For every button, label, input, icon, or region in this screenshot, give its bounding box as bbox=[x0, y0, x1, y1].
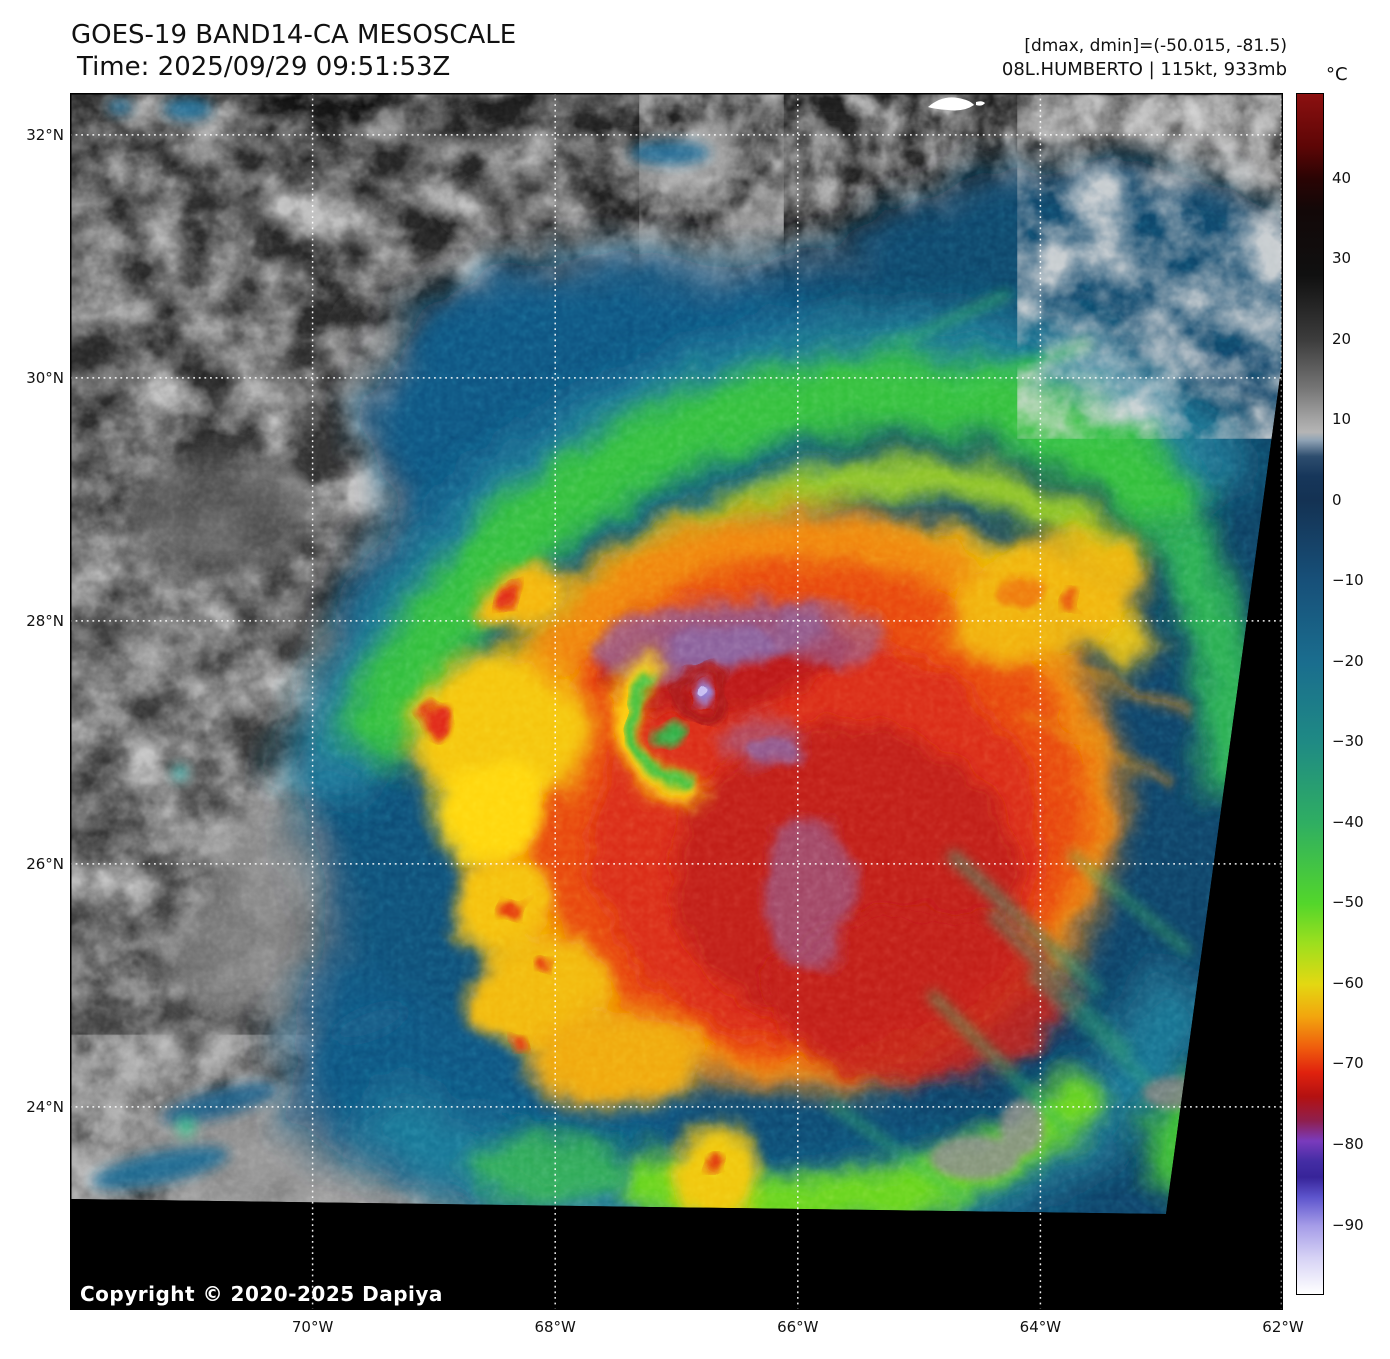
lon-label-62: 62°W bbox=[1262, 1318, 1304, 1336]
lon-label-70: 70°W bbox=[291, 1318, 334, 1336]
satellite-image bbox=[70, 93, 1283, 1310]
colorbar-tick-0: 0 bbox=[1332, 490, 1342, 509]
colorbar-tick--90: −90 bbox=[1332, 1215, 1364, 1234]
colorbar-tick--80: −80 bbox=[1332, 1135, 1364, 1153]
satellite-data-region bbox=[70, 93, 1283, 1214]
lat-label-28: 28°N bbox=[26, 611, 64, 630]
colorbar-tick-20: 20 bbox=[1332, 329, 1352, 348]
colorbar-tick--10: −10 bbox=[1332, 571, 1364, 590]
map-frame bbox=[70, 93, 1283, 1310]
colorbar-tick--30: −30 bbox=[1332, 732, 1364, 751]
colorbar-tick--60: −60 bbox=[1332, 973, 1364, 992]
colorbar-tick-30: 30 bbox=[1332, 249, 1352, 268]
timestamp-line: Time: 2025/09/29 09:51:53Z bbox=[77, 52, 451, 82]
lon-label-68: 68°W bbox=[534, 1318, 576, 1336]
lon-label-64: 64°W bbox=[1019, 1318, 1062, 1336]
colorbar-tick--20: −20 bbox=[1332, 651, 1364, 670]
storm-info-line: 08L.HUMBERTO | 115kt, 933mb bbox=[1001, 59, 1287, 80]
graticule bbox=[70, 93, 1283, 1310]
colorbar-tick--50: −50 bbox=[1332, 893, 1364, 912]
lat-label-30: 30°N bbox=[26, 368, 64, 387]
copyright-text: Copyright © 2020-2025 Dapiya bbox=[80, 1282, 443, 1306]
colorbar-tick--70: −70 bbox=[1332, 1054, 1364, 1073]
lat-label-24: 24°N bbox=[26, 1098, 64, 1117]
colorbar-tick-40: 40 bbox=[1332, 168, 1352, 187]
satellite-image-panel bbox=[70, 93, 1283, 1310]
colorbar-tick--40: −40 bbox=[1332, 812, 1364, 831]
colorbar-unit-label: °C bbox=[1326, 64, 1348, 85]
no-data-region bbox=[70, 355, 1283, 1310]
page-title: GOES-19 BAND14-CA MESOSCALE bbox=[71, 20, 517, 50]
colorbar-gradient bbox=[1296, 93, 1324, 1295]
lat-label-32: 32°N bbox=[26, 125, 64, 144]
lat-label-26: 26°N bbox=[26, 855, 64, 874]
colorbar-tick-10: 10 bbox=[1332, 410, 1352, 429]
sensor-grain bbox=[70, 93, 1283, 1214]
white-swirl-artifact bbox=[928, 97, 985, 111]
dmax-dmin-line: [dmax, dmin]=(-50.015, -81.5) bbox=[1024, 36, 1287, 56]
lon-label-66: 66°W bbox=[777, 1318, 819, 1336]
